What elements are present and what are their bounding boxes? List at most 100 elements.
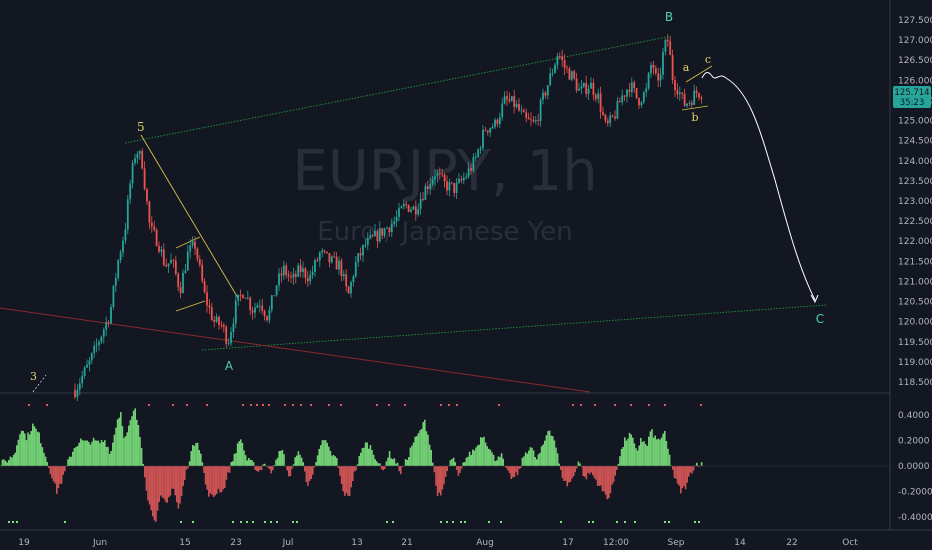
- candle-body: [453, 183, 456, 193]
- candle-body: [585, 82, 588, 94]
- candle-body: [419, 199, 422, 210]
- osc-bar: [619, 456, 621, 466]
- osc-bar: [603, 466, 605, 492]
- candle-body: [160, 249, 163, 252]
- candle-body: [542, 92, 544, 100]
- candle-body: [448, 182, 451, 191]
- candle-body: [609, 115, 612, 124]
- osc-bar: [339, 466, 341, 476]
- signal-dot-bull: [500, 521, 502, 523]
- candle-body: [566, 67, 568, 69]
- candle-body: [218, 316, 220, 325]
- osc-bar: [112, 442, 114, 466]
- osc-bar: [97, 440, 100, 466]
- osc-bar: [571, 466, 573, 479]
- candle-body: [410, 209, 412, 212]
- oscillator-axis[interactable]: 0.4000 0.2000 0.0000 -0.2000 -0.4000: [898, 411, 932, 523]
- candle-body: [328, 252, 331, 263]
- candle-body: [330, 256, 333, 263]
- osc-bar: [337, 466, 340, 469]
- candle-body: [136, 153, 139, 159]
- osc-bar: [168, 466, 170, 498]
- candle-body: [155, 229, 158, 247]
- candle-body: [98, 341, 100, 345]
- osc-bar: [576, 466, 578, 469]
- osc-bar: [102, 441, 104, 466]
- osc-tick-label: 0.4000: [898, 411, 930, 421]
- candle-body: [556, 56, 559, 65]
- candle-body: [201, 264, 204, 282]
- signal-dot-bull: [464, 521, 466, 523]
- signal-dot-bull: [180, 521, 182, 523]
- osc-bar: [281, 449, 284, 466]
- osc-bar: [9, 456, 12, 466]
- osc-bar: [478, 444, 480, 466]
- signal-dot-bear: [206, 404, 208, 406]
- signal-dot-bull: [634, 521, 636, 523]
- candle-body: [549, 73, 552, 86]
- osc-bar: [497, 456, 500, 466]
- osc-bar: [328, 446, 330, 466]
- candle-body: [227, 343, 230, 345]
- osc-bar: [691, 466, 693, 474]
- osc-bar: [670, 465, 672, 466]
- osc-bar: [32, 423, 34, 466]
- osc-bar: [209, 466, 212, 494]
- candle-body: [525, 112, 528, 118]
- price-tick-label: 120.500: [898, 298, 932, 308]
- candle-body: [563, 60, 566, 68]
- osc-bar: [192, 445, 194, 466]
- osc-bar: [48, 466, 50, 468]
- osc-bar: [352, 466, 354, 482]
- time-tick-label: 13: [351, 538, 362, 548]
- last-price-tag: 125.714 35:23: [893, 86, 931, 108]
- osc-tick-label: 0.2000: [898, 436, 930, 446]
- signal-dot-bear: [186, 404, 188, 406]
- osc-bar: [580, 466, 583, 467]
- candle-body: [206, 292, 208, 306]
- osc-bar: [91, 441, 93, 466]
- candle-body: [614, 116, 616, 119]
- osc-bar: [336, 458, 338, 466]
- osc-bar: [283, 454, 285, 466]
- osc-bar: [190, 451, 192, 466]
- osc-bar: [686, 466, 688, 483]
- osc-bar: [425, 431, 428, 466]
- osc-bar: [347, 466, 349, 496]
- osc-bar: [332, 455, 335, 466]
- candle-body: [314, 260, 316, 272]
- candle-body: [671, 55, 674, 80]
- osc-bar: [398, 466, 400, 472]
- price-axis[interactable]: 127.500127.000126.500126.000125.500125.0…: [898, 16, 932, 388]
- candle-body: [263, 310, 266, 317]
- osc-bar: [155, 466, 157, 522]
- signal-dot-bull: [588, 521, 590, 523]
- osc-bar: [390, 458, 392, 466]
- osc-bar: [318, 448, 320, 466]
- osc-bar: [118, 417, 120, 466]
- osc-bar: [289, 466, 292, 477]
- candle-body: [347, 286, 350, 294]
- osc-bar: [406, 459, 408, 466]
- osc-bar: [419, 430, 421, 466]
- osc-bar: [416, 436, 418, 466]
- osc-bar: [601, 466, 604, 492]
- osc-bar: [110, 450, 112, 466]
- candle-body: [215, 316, 218, 322]
- osc-bar: [443, 466, 445, 485]
- candle-body: [434, 176, 436, 180]
- osc-bar: [524, 452, 527, 466]
- osc-bar: [673, 466, 676, 478]
- signal-dot-bull: [16, 521, 18, 523]
- time-axis[interactable]: 19 Jun 15 23 Jul 13 21 Aug 17 12:00 Sep 14 22 Oct: [18, 538, 858, 548]
- osc-bar: [99, 443, 101, 466]
- osc-bar: [233, 453, 236, 466]
- osc-bar: [500, 453, 503, 466]
- osc-bar: [649, 431, 652, 466]
- osc-bar: [329, 450, 332, 466]
- osc-bar: [643, 441, 645, 466]
- osc-bar: [353, 466, 356, 472]
- osc-bar: [632, 437, 634, 466]
- wave-label-c-major: C: [816, 312, 824, 326]
